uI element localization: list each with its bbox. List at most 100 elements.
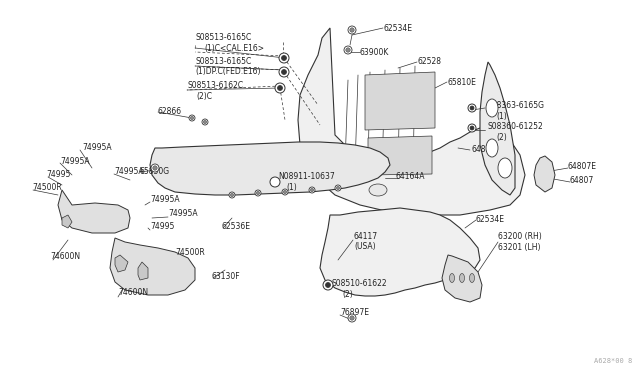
Ellipse shape xyxy=(460,273,465,282)
Text: 65850G: 65850G xyxy=(140,167,170,176)
Text: (1): (1) xyxy=(286,183,297,192)
Text: 74500R: 74500R xyxy=(32,183,61,192)
Text: 74600N: 74600N xyxy=(50,252,80,261)
Text: 62528: 62528 xyxy=(417,57,441,66)
Polygon shape xyxy=(62,215,72,228)
Polygon shape xyxy=(110,238,195,295)
Circle shape xyxy=(348,26,356,34)
Ellipse shape xyxy=(449,273,454,282)
Polygon shape xyxy=(150,142,390,195)
Text: A628*00 8: A628*00 8 xyxy=(594,358,632,364)
Circle shape xyxy=(282,70,287,74)
Polygon shape xyxy=(320,208,480,296)
Text: 74500R: 74500R xyxy=(175,248,205,257)
Circle shape xyxy=(470,126,474,130)
Polygon shape xyxy=(368,136,432,175)
Polygon shape xyxy=(534,156,555,192)
Polygon shape xyxy=(442,255,482,302)
Text: 64807: 64807 xyxy=(570,176,595,185)
Ellipse shape xyxy=(486,99,498,117)
Polygon shape xyxy=(58,190,130,233)
Circle shape xyxy=(337,186,340,190)
Polygon shape xyxy=(480,62,515,195)
Text: (2): (2) xyxy=(496,133,507,142)
Circle shape xyxy=(153,166,157,170)
Circle shape xyxy=(279,67,289,77)
Text: 74995A: 74995A xyxy=(82,143,111,152)
Text: 74600N: 74600N xyxy=(118,288,148,297)
Circle shape xyxy=(151,164,159,172)
Text: (1)C<CAL.E16>: (1)C<CAL.E16> xyxy=(204,44,264,53)
Circle shape xyxy=(344,46,352,54)
Ellipse shape xyxy=(369,184,387,196)
Text: 63130F: 63130F xyxy=(212,272,241,281)
Text: 74995A: 74995A xyxy=(60,157,90,166)
Polygon shape xyxy=(115,255,128,272)
Text: 64117: 64117 xyxy=(354,232,378,241)
Text: S08513-6165C: S08513-6165C xyxy=(195,33,252,42)
Ellipse shape xyxy=(324,144,346,172)
Polygon shape xyxy=(365,72,435,130)
Circle shape xyxy=(278,86,282,90)
Text: N: N xyxy=(273,180,277,185)
Text: 76897E: 76897E xyxy=(340,308,369,317)
Circle shape xyxy=(335,185,341,191)
Circle shape xyxy=(310,188,314,192)
Circle shape xyxy=(326,282,330,288)
Text: 63200 (RH): 63200 (RH) xyxy=(498,232,541,241)
Circle shape xyxy=(270,177,280,187)
Text: 64807E: 64807E xyxy=(568,162,597,171)
Circle shape xyxy=(230,193,234,197)
Circle shape xyxy=(190,116,194,120)
Text: 64814: 64814 xyxy=(472,145,496,154)
Text: 63900K: 63900K xyxy=(360,48,389,57)
Polygon shape xyxy=(138,262,148,280)
Circle shape xyxy=(468,104,476,112)
Text: 62534E: 62534E xyxy=(476,215,505,224)
Polygon shape xyxy=(298,28,525,215)
Text: 74995: 74995 xyxy=(150,222,174,231)
Circle shape xyxy=(470,106,474,110)
Text: 62866: 62866 xyxy=(158,107,182,116)
Text: (1)DP.C(FED.E16): (1)DP.C(FED.E16) xyxy=(195,67,260,76)
Text: S08360-61252: S08360-61252 xyxy=(488,122,544,131)
Circle shape xyxy=(282,55,287,61)
Text: (1): (1) xyxy=(496,112,507,121)
Circle shape xyxy=(229,192,235,198)
Circle shape xyxy=(189,115,195,121)
Ellipse shape xyxy=(498,158,512,178)
Text: (2)C: (2)C xyxy=(196,92,212,101)
Text: 63201 (LH): 63201 (LH) xyxy=(498,243,541,252)
Circle shape xyxy=(255,190,261,196)
Circle shape xyxy=(323,280,333,290)
Ellipse shape xyxy=(486,139,498,157)
Circle shape xyxy=(275,83,285,93)
Text: 74995A: 74995A xyxy=(168,209,198,218)
Text: 65810E: 65810E xyxy=(448,78,477,87)
Text: S08513-6162C: S08513-6162C xyxy=(187,81,243,90)
Circle shape xyxy=(468,124,476,132)
Circle shape xyxy=(309,187,315,193)
Circle shape xyxy=(202,119,208,125)
Text: S08513-6165C: S08513-6165C xyxy=(195,57,252,66)
Circle shape xyxy=(282,189,288,195)
Circle shape xyxy=(346,48,350,52)
Ellipse shape xyxy=(470,273,474,282)
Text: S08363-6165G: S08363-6165G xyxy=(488,101,545,110)
Text: 62534E: 62534E xyxy=(383,24,412,33)
Text: (USA): (USA) xyxy=(354,242,376,251)
Text: 64164A: 64164A xyxy=(396,172,426,181)
Circle shape xyxy=(284,190,287,194)
Text: 74995A: 74995A xyxy=(150,195,180,204)
Text: N08911-10637: N08911-10637 xyxy=(278,172,335,181)
Text: 62536E: 62536E xyxy=(222,222,251,231)
Text: S08510-61622: S08510-61622 xyxy=(332,279,388,288)
Text: (2): (2) xyxy=(342,290,353,299)
Text: 74995A: 74995A xyxy=(114,167,143,176)
Circle shape xyxy=(204,121,207,124)
Circle shape xyxy=(279,53,289,63)
Circle shape xyxy=(257,191,260,195)
Text: 74995: 74995 xyxy=(46,170,70,179)
Circle shape xyxy=(350,28,354,32)
Circle shape xyxy=(348,314,356,322)
